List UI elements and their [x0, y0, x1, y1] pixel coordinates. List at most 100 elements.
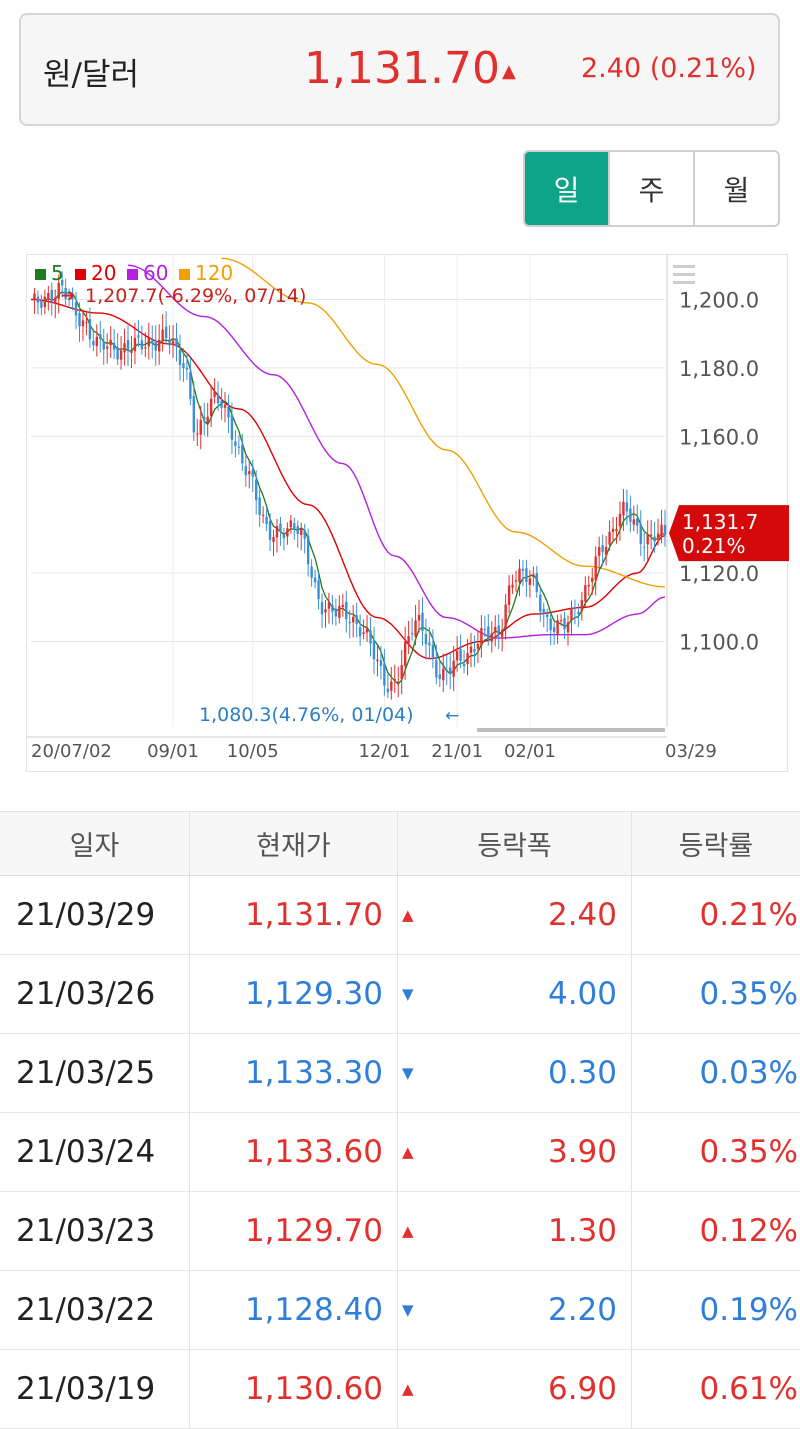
x-tick-label: 02/01: [504, 741, 556, 762]
row-change-value: 4.00: [547, 976, 617, 1012]
candle-body: [653, 536, 656, 542]
candle-body: [112, 342, 116, 350]
candle-body: [379, 660, 383, 666]
candle-body: [196, 433, 199, 435]
candle-body: [643, 546, 646, 548]
y-tick-label: 1,100.0: [679, 630, 759, 654]
candle-body: [300, 528, 303, 535]
candle-body: [639, 524, 642, 544]
table-row[interactable]: 21/03/29 1,131.70 ▲ 2.40 0.21%: [0, 876, 800, 955]
row-rate: 0.19%: [699, 1292, 798, 1328]
y-tick-label: 1,160.0: [679, 425, 759, 449]
candle-body: [649, 534, 653, 536]
row-price: 1,131.70: [190, 876, 398, 954]
price-chart[interactable]: 1,200.0 1,180.0 1,160.0 1,120.0 1,100.0 20/07…: [26, 254, 789, 772]
candle-body: [431, 644, 435, 658]
table-row[interactable]: 21/03/25 1,133.30 ▼ 0.30 0.03%: [0, 1034, 800, 1113]
candle-body: [320, 602, 324, 615]
candle-body: [154, 340, 157, 351]
candle-body: [102, 341, 105, 350]
table-row[interactable]: 21/03/22 1,128.40 ▼ 2.20 0.19%: [0, 1271, 800, 1350]
current-price-tag: [669, 505, 789, 562]
daily-price-table: 일자 현재가 등락폭 등락률 21/03/29 1,131.70 ▲ 2.40 0.21…: [0, 811, 800, 1429]
candle-body: [573, 607, 577, 610]
up-triangle-icon: ▲: [502, 61, 516, 82]
candle-body: [539, 594, 542, 612]
candle-body: [116, 347, 119, 360]
candle-body: [279, 523, 282, 532]
candle-body: [452, 660, 455, 677]
candle-body: [525, 568, 528, 582]
candle-body: [241, 444, 244, 464]
candle-body: [615, 529, 618, 532]
table-row[interactable]: 21/03/26 1,129.30 ▼ 4.00 0.35%: [0, 955, 800, 1034]
candle-body: [660, 524, 663, 536]
y-tick-label: 1,180.0: [679, 357, 759, 381]
candle-body: [372, 640, 376, 660]
candle-body: [33, 293, 36, 300]
row-date: 21/03/29: [0, 876, 190, 954]
candle-body: [137, 335, 140, 338]
ma120-line: [221, 257, 666, 588]
candle-body: [383, 663, 386, 686]
up-triangle-icon: ▲: [402, 1222, 414, 1240]
candle-body: [546, 614, 549, 617]
candle-body: [310, 566, 313, 578]
candle-body: [178, 349, 182, 366]
candle-body: [518, 568, 521, 583]
chart-menu-icon[interactable]: [673, 265, 695, 284]
candle-body: [286, 528, 289, 537]
legend-label: 120: [195, 261, 233, 285]
low-annotation: 1,080.3(4.76%, 01/04): [199, 704, 414, 726]
candle-body: [421, 612, 424, 632]
candle-body: [580, 600, 584, 611]
price-change: 2.40 (0.21%): [581, 53, 757, 84]
legend-swatch: [127, 269, 138, 280]
table-row[interactable]: 21/03/19 1,130.60 ▲ 6.90 0.61%: [0, 1350, 800, 1429]
candle-body: [126, 340, 130, 351]
candle-body: [71, 297, 74, 300]
x-tick-label: 20/07/02: [31, 741, 112, 762]
candle-body: [78, 313, 81, 327]
candle-body: [365, 628, 369, 633]
candle-body: [60, 279, 64, 286]
candle-body: [483, 628, 487, 630]
candle-body: [570, 607, 573, 621]
tab-monthly[interactable]: 월: [693, 152, 778, 225]
candle-body: [417, 615, 421, 621]
candle-body: [293, 523, 296, 530]
row-change: ▲ 1.30: [398, 1192, 632, 1270]
candle-body: [123, 343, 126, 353]
candle-body: [629, 508, 632, 522]
candle-body: [67, 298, 71, 300]
x-tick-label: 12/01: [358, 741, 410, 762]
candle-body: [597, 547, 601, 556]
row-change: ▼ 2.20: [398, 1271, 632, 1349]
legend-label: 5: [51, 261, 64, 285]
tab-weekly[interactable]: 주: [608, 152, 693, 225]
chart-scrollbar[interactable]: [477, 728, 665, 732]
row-change-value: 2.40: [547, 897, 617, 933]
legend-swatch: [75, 269, 86, 280]
candle-body: [331, 604, 334, 612]
tab-daily[interactable]: 일: [525, 152, 608, 225]
candle-body: [303, 530, 306, 539]
quote-summary: 원/달러 1,131.70 ▲ 2.40 (0.21%): [19, 13, 780, 126]
candle-body: [462, 663, 466, 667]
candle-body: [272, 537, 275, 542]
candle-body: [480, 628, 483, 646]
candle-body: [95, 336, 99, 347]
row-price: 1,133.30: [190, 1034, 398, 1112]
candle-body: [386, 688, 390, 693]
candle-body: [459, 648, 462, 661]
candle-body: [646, 534, 649, 545]
candle-body: [455, 650, 459, 661]
candle-body: [119, 350, 123, 360]
candle-body: [248, 471, 251, 475]
legend-label: 20: [91, 261, 116, 285]
table-row[interactable]: 21/03/23 1,129.70 ▲ 1.30 0.12%: [0, 1192, 800, 1271]
candle-body: [334, 608, 338, 617]
x-tick-label: 03/29: [665, 741, 717, 762]
table-row[interactable]: 21/03/24 1,133.60 ▲ 3.90 0.35%: [0, 1113, 800, 1192]
candle-body: [445, 670, 448, 672]
